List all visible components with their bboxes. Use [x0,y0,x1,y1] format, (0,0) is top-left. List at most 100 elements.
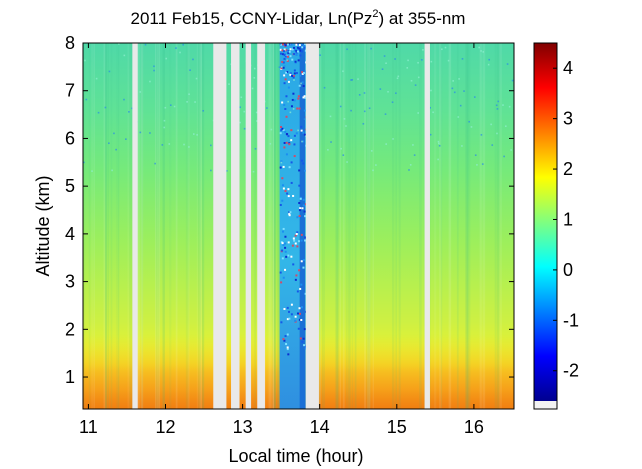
noise-speck [283,146,286,149]
noise-speck [286,348,289,351]
noise-speck [283,43,286,46]
noise-speck [285,133,288,136]
noise-speck [252,170,255,173]
colorbar-tick-label: -1 [563,310,579,330]
noise-speck [169,104,172,106]
noise-speck [91,170,93,172]
noise-speck [288,317,291,320]
noise-speck [280,66,283,68]
texture-streak [335,43,338,409]
noise-speck [161,144,164,146]
noise-speck [280,321,283,324]
noise-speck [280,281,283,284]
noise-speck [302,131,305,134]
texture-streak [466,43,470,409]
y-tick-label: 7 [65,81,75,101]
noise-speck [288,142,291,145]
noise-speck [239,106,241,109]
texture-streak [364,43,366,409]
noise-speck [164,106,167,109]
noise-speck [429,106,431,109]
noise-speck [287,80,290,83]
texture-streak [392,43,395,409]
colorbar: -2 -1 0 1 2 3 4 [533,42,579,410]
colorbar-ticks: -2 -1 0 1 2 3 4 [553,58,579,381]
texture-streak [202,43,205,409]
noise-speck [297,59,300,62]
noise-speck [281,60,284,63]
noise-speck [84,59,86,62]
noise-speck [299,337,302,340]
noise-speck [287,135,290,138]
noise-speck [240,96,243,99]
texture-streak [497,43,500,409]
noise-speck [283,65,286,67]
noise-speck [301,81,304,84]
noise-speck [385,62,387,65]
noise-speck [503,155,505,158]
noise-speck [302,198,305,201]
noise-speck [168,143,171,145]
noise-speck [412,144,414,146]
texture-streak [440,43,443,409]
noise-speck [282,338,285,341]
noise-speck [287,254,290,257]
noise-speck [286,55,289,58]
noise-speck [281,249,284,252]
noise-speck [504,125,507,127]
noise-speck [323,86,326,89]
noise-speck [508,105,511,108]
noise-speck [287,310,290,313]
noise-speck [255,111,258,114]
noise-speck [253,67,256,70]
noise-speck [370,47,372,50]
noise-speck [300,318,303,321]
noise-speck [139,91,142,93]
noise-speck [283,74,286,77]
noise-speck [293,155,296,158]
noise-speck [282,53,285,56]
texture-streak [276,43,280,409]
y-tick-label: 1 [65,367,75,387]
noise-speck [350,109,352,112]
noise-speck [302,162,305,165]
noise-speck [292,92,295,95]
noise-speck [281,184,284,187]
noise-speck [163,126,166,129]
texture-streak [337,43,339,409]
noise-speck [358,94,361,96]
noise-speck [300,283,303,286]
noise-speck [225,170,228,172]
noise-speck [490,123,492,126]
noise-speck [239,121,241,124]
texture-streak [372,43,374,409]
noise-speck [473,96,476,98]
noise-speck [288,214,291,217]
noise-speck [287,51,290,54]
noise-speck [291,244,294,247]
texture-streak [499,43,502,409]
texture-streak [494,43,497,409]
noise-speck [266,107,268,109]
texture-streak [105,43,108,409]
texture-streak [272,43,275,409]
noise-speck [283,307,286,310]
noise-speck [281,43,284,46]
texture-streak [273,43,277,409]
noise-speck [304,292,307,295]
noise-speck [144,43,147,46]
noise-speck [286,333,289,336]
noise-speck [495,104,498,107]
noise-speck [429,133,432,136]
noise-speck [289,111,292,114]
noise-speck [284,107,287,110]
noise-speck [298,307,301,310]
y-tick-label: 4 [65,224,75,244]
noise-speck [115,148,117,151]
noise-speck [284,130,287,133]
noise-speck [290,303,293,306]
noise-speck [256,120,258,122]
noise-speck [290,43,293,46]
noise-speck [300,125,303,128]
texture-streak [434,43,437,409]
